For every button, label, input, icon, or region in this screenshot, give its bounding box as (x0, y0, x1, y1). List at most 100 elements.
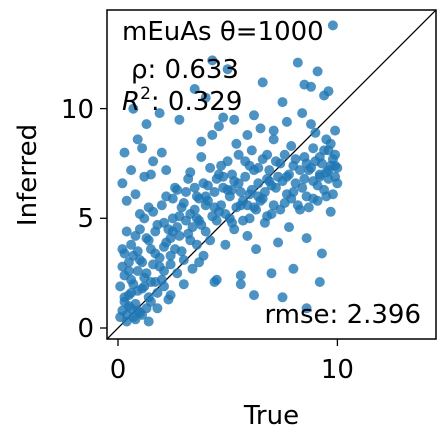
data-point (277, 97, 288, 108)
data-point (156, 147, 167, 158)
data-point (159, 266, 169, 276)
data-point (196, 152, 207, 162)
data-point (119, 147, 130, 158)
y-axis: 0 5 10 Inferred (13, 95, 107, 344)
data-point (165, 259, 176, 270)
annotations: mEuAs θ=1000 ρ: 0.633 R2: 0.329 rmse: 2.… (122, 17, 421, 330)
data-point (301, 158, 312, 169)
x-axis: 0 10 True (110, 339, 354, 431)
data-point (332, 162, 343, 173)
data-point (128, 103, 139, 114)
data-point (137, 143, 148, 154)
data-point (227, 184, 237, 195)
x-tick-label: 0 (110, 355, 127, 385)
data-point (242, 130, 253, 140)
data-point (165, 250, 176, 261)
data-point (292, 200, 303, 211)
data-point (152, 303, 163, 314)
data-point (235, 270, 246, 281)
y-axis-label: Inferred (13, 124, 43, 226)
data-point (137, 257, 148, 268)
data-point (172, 268, 183, 279)
data-point (297, 108, 308, 119)
data-point (174, 114, 185, 125)
data-point (312, 66, 323, 77)
r2-annotation: R2: 0.329 (122, 84, 242, 117)
data-point (284, 169, 294, 180)
data-point (330, 171, 341, 182)
data-point (257, 154, 268, 165)
data-point (249, 165, 259, 176)
data-point (123, 301, 134, 312)
data-point (325, 206, 336, 217)
data-point (299, 79, 310, 90)
data-point (148, 206, 159, 217)
r2-value: : 0.329 (151, 87, 242, 117)
data-point (222, 156, 233, 167)
data-point (251, 244, 262, 255)
data-point (145, 296, 156, 307)
data-point (327, 154, 338, 165)
data-point (229, 176, 240, 187)
data-point (178, 279, 189, 290)
data-point (235, 187, 246, 197)
plot-frame (106, 9, 437, 340)
r2-superscript: 2 (140, 84, 151, 104)
data-point (207, 130, 218, 140)
rmse-annotation: rmse: 2.396 (264, 300, 421, 330)
data-point (183, 173, 194, 184)
x-axis-label: True (243, 401, 299, 431)
data-point (262, 173, 273, 184)
data-point (152, 287, 163, 298)
data-point (198, 178, 209, 189)
data-point (242, 230, 253, 241)
y-tick-label: 10 (61, 95, 94, 125)
data-point (159, 281, 169, 292)
y-tick-label: 5 (77, 204, 94, 234)
data-point (316, 248, 327, 259)
data-point (178, 255, 189, 265)
data-point (205, 235, 216, 246)
data-point (235, 279, 246, 290)
data-point (145, 169, 156, 180)
data-point (229, 114, 240, 125)
data-point (244, 213, 255, 224)
data-point (262, 211, 273, 222)
data-point (123, 266, 134, 276)
data-point (126, 274, 137, 285)
data-point (117, 178, 128, 189)
data-point (156, 200, 167, 211)
data-point (286, 193, 297, 204)
data-point (257, 77, 268, 88)
data-point (281, 116, 292, 127)
data-point (150, 277, 161, 287)
data-point (255, 123, 266, 134)
data-point (161, 191, 172, 202)
data-point (314, 277, 325, 287)
data-point (319, 184, 330, 195)
data-point (275, 204, 286, 215)
data-point (295, 165, 305, 176)
data-point (132, 134, 143, 145)
data-point (126, 239, 137, 250)
data-point (327, 20, 338, 31)
data-point (137, 309, 148, 320)
data-point (196, 136, 207, 147)
data-point (211, 215, 222, 226)
data-point (299, 173, 310, 184)
data-point (152, 219, 163, 230)
data-point (273, 237, 284, 248)
data-point (141, 268, 152, 279)
data-point (288, 263, 299, 274)
y-tick-label: 0 (77, 314, 94, 344)
data-point (117, 244, 128, 255)
data-point (191, 213, 202, 224)
data-point (121, 226, 132, 237)
points-layer (115, 20, 343, 327)
data-point (189, 84, 200, 94)
data-point (205, 162, 216, 173)
data-point (277, 176, 288, 187)
data-point (121, 195, 132, 206)
data-point (316, 158, 327, 169)
